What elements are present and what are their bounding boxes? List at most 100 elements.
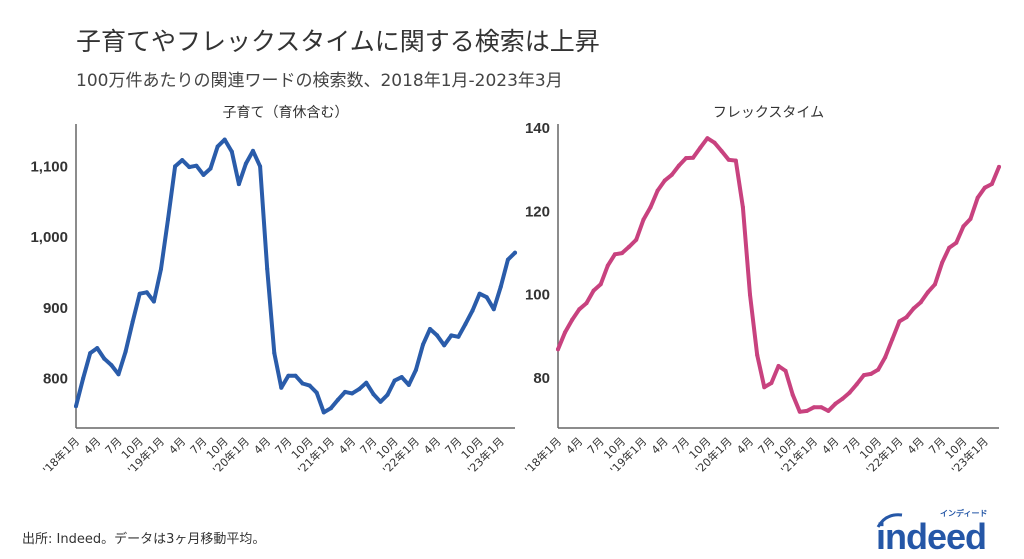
data-point xyxy=(748,292,752,297)
data-point xyxy=(109,363,114,368)
data-point xyxy=(123,349,128,354)
data-point xyxy=(229,149,234,154)
svg-text:インディード: インディード xyxy=(940,508,987,518)
data-point xyxy=(95,346,100,351)
indeed-logo: indeed インディード xyxy=(872,505,1002,555)
data-point xyxy=(328,406,333,411)
data-point xyxy=(222,137,227,142)
series-line xyxy=(74,137,517,415)
data-point xyxy=(812,405,817,410)
data-point xyxy=(918,300,923,305)
data-point xyxy=(591,288,596,293)
data-point xyxy=(705,136,710,141)
data-point xyxy=(194,163,199,168)
data-point xyxy=(883,355,888,360)
data-point xyxy=(605,263,610,268)
data-point xyxy=(762,385,767,390)
data-point xyxy=(691,155,696,160)
data-point xyxy=(265,266,270,271)
data-point xyxy=(947,245,952,250)
data-point xyxy=(790,392,795,397)
data-point xyxy=(648,205,653,210)
data-point xyxy=(406,382,411,387)
data-point xyxy=(634,237,639,242)
data-point xyxy=(144,290,149,295)
data-point xyxy=(385,392,390,397)
data-point xyxy=(620,251,624,256)
x-tick-label: 4月 xyxy=(166,435,188,457)
data-point xyxy=(350,391,355,396)
data-point xyxy=(279,385,284,390)
data-point xyxy=(166,217,170,222)
data-point xyxy=(130,320,135,324)
data-point xyxy=(819,405,824,410)
data-point xyxy=(975,195,980,200)
data-point xyxy=(698,145,703,150)
data-point xyxy=(797,409,802,414)
data-point xyxy=(563,330,568,335)
data-point xyxy=(258,164,263,169)
data-point xyxy=(491,307,496,312)
x-tick-label: 4月 xyxy=(734,435,756,457)
data-point xyxy=(243,161,248,166)
data-point xyxy=(81,376,86,381)
data-point xyxy=(251,148,255,153)
data-point xyxy=(180,158,185,163)
data-point xyxy=(201,172,206,177)
x-tick-label: 4月 xyxy=(336,435,358,457)
panel-title: フレックスタイム xyxy=(713,105,824,121)
data-point xyxy=(421,342,425,347)
data-point xyxy=(151,299,156,304)
data-point xyxy=(428,327,432,331)
data-point xyxy=(954,240,959,245)
data-point xyxy=(925,290,930,295)
data-point xyxy=(733,158,738,163)
data-point xyxy=(307,383,312,388)
data-point xyxy=(293,373,298,378)
data-point xyxy=(505,257,510,262)
data-point xyxy=(968,216,973,221)
data-point xyxy=(627,244,632,249)
y-tick-label: 80 xyxy=(533,370,550,387)
y-tick-label: 800 xyxy=(43,371,68,388)
data-point xyxy=(498,284,503,289)
data-point xyxy=(137,291,142,296)
data-point xyxy=(236,182,241,187)
data-point xyxy=(805,408,809,413)
data-point xyxy=(173,164,178,169)
x-tick-label: 4月 xyxy=(564,435,586,457)
data-point xyxy=(854,382,859,387)
data-point xyxy=(726,157,731,162)
data-point xyxy=(662,178,667,183)
data-point xyxy=(982,185,987,190)
y-tick-label: 1,000 xyxy=(30,229,68,246)
data-point xyxy=(783,368,788,373)
data-point xyxy=(215,144,220,149)
chart-subtitle: 100万件あたりの関連ワードの検索数、2018年1月-2023年3月 xyxy=(76,71,563,91)
x-tick-label: '18年1月 xyxy=(40,434,82,476)
data-point xyxy=(940,260,945,265)
y-tick-label: 140 xyxy=(525,120,550,137)
data-point xyxy=(343,389,348,394)
data-point xyxy=(669,172,674,177)
data-point xyxy=(890,337,895,342)
data-point xyxy=(378,399,383,404)
indeed-logo-icon: indeed インディード xyxy=(876,508,987,555)
y-tick-label: 900 xyxy=(43,300,68,317)
svg-text:indeed: indeed xyxy=(876,516,986,555)
data-point xyxy=(364,380,369,385)
data-point xyxy=(321,410,326,415)
data-point xyxy=(684,156,688,161)
data-point xyxy=(272,351,277,356)
data-point xyxy=(456,334,461,339)
data-point xyxy=(897,319,902,324)
data-point xyxy=(769,381,774,385)
x-tick-label: 4月 xyxy=(649,435,671,457)
data-point xyxy=(392,378,397,383)
data-point xyxy=(911,306,916,311)
data-point xyxy=(740,205,745,210)
data-point xyxy=(484,295,489,300)
data-point xyxy=(463,322,468,327)
